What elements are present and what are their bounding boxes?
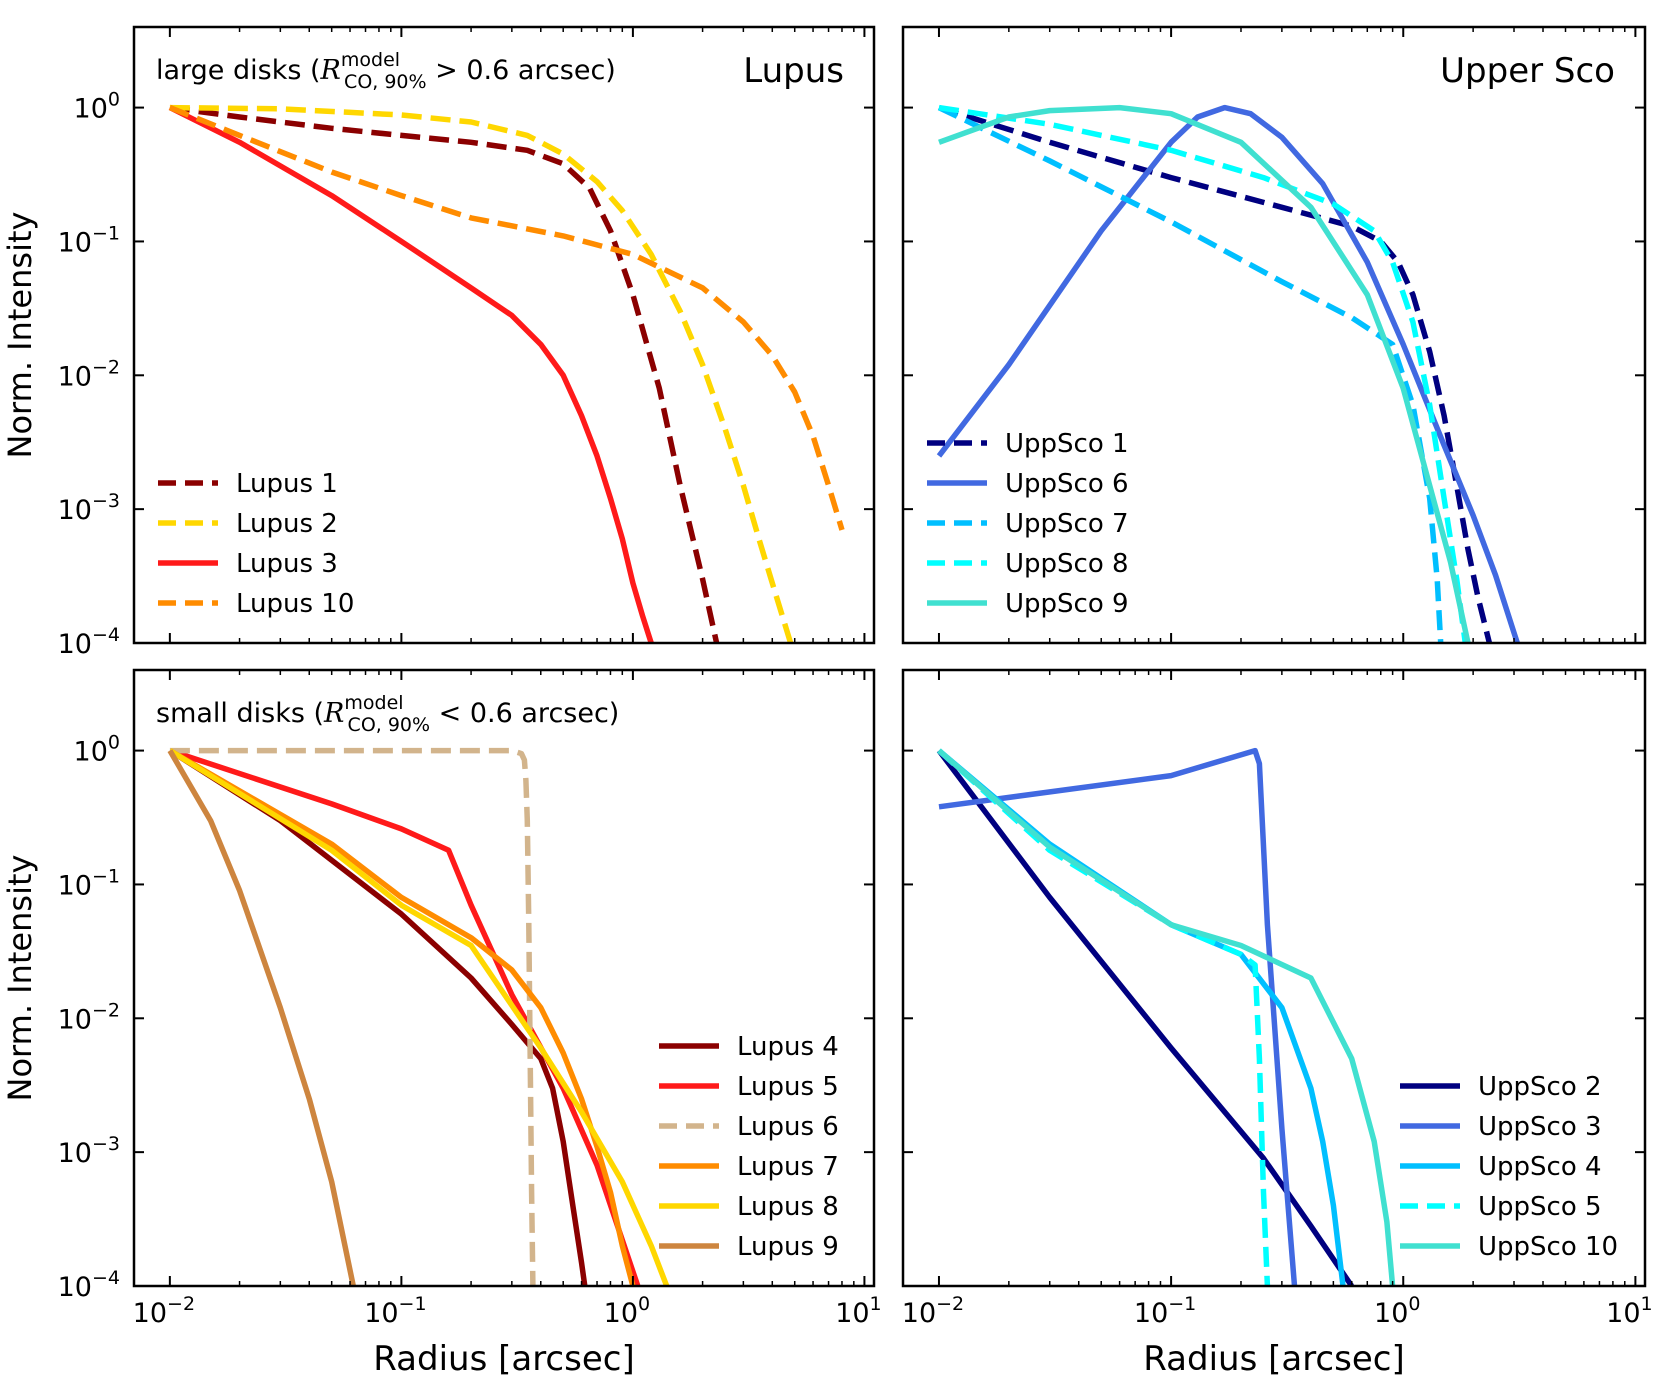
series-line-uppsco-7 [937,105,1444,643]
legend-label: Lupus 9 [737,1232,839,1262]
plot-area [168,104,845,643]
legend-label: Lupus 8 [737,1192,839,1222]
y-axis-label: Norm. Intensity [1,212,39,459]
legend-label: UppSco 5 [1478,1192,1602,1222]
legend-label: UppSco 9 [1005,589,1129,619]
plot-area [167,747,670,1286]
legend: Lupus 1 Lupus 2 Lupus 3 Lupus 10 [158,469,354,619]
series-line-lupus-5 [169,747,641,1286]
series-line-lupus-7 [168,748,636,1286]
panel-top-left: 100 10−1 10−2 10−3 10−4 Norm. Intensity Lupus l… [1,25,876,660]
legend-label: Lupus 2 [236,509,338,539]
series-line-uppsco-9 [938,104,1471,643]
legend-label: Lupus 6 [737,1112,839,1142]
x-tick-label: 10−1 [364,1293,426,1329]
y-tick-label: 10−1 [58,865,120,901]
x-tick-label: 101 [1606,1293,1652,1329]
series-line-lupus-6 [169,747,536,1286]
x-tick-label: 101 [835,1293,881,1329]
plot-frame [132,668,876,1288]
series-line-lupus-8 [168,748,670,1286]
legend-label: Lupus 7 [737,1152,839,1182]
plot-frame [901,668,1647,1288]
y-tick-label: 10−2 [58,356,120,392]
series-line-lupus-10 [168,105,845,531]
legend-label: UppSco 2 [1478,1072,1602,1102]
panel-subtitle: large disks (Rmodel CO, 90% > 0.6 arcsec) [156,49,616,93]
x-tick-label: 100 [1374,1293,1420,1329]
legend-label: UppSco 1 [1005,429,1129,459]
legend-label: UppSco 3 [1478,1112,1602,1142]
y-tick-label: 10−3 [58,1133,120,1169]
legend-label: Lupus 5 [737,1072,839,1102]
x-tick-label: 10−2 [902,1293,964,1329]
panel-subtitle: small disks (Rmodel CO, 90% < 0.6 arcsec) [156,692,619,736]
legend: UppSco 1 UppSco 6 UppSco 7 UppSco 8 UppSco 9 [927,429,1129,619]
plot-frame [132,25,876,645]
legend: UppSco 2 UppSco 3 UppSco 4 UppSco 5 UppSco 1… [1400,1072,1618,1262]
plot-area [936,747,1396,1286]
plot-frame [901,25,1647,645]
y-tick-label: 100 [74,89,120,125]
y-tick-label: 10−2 [58,999,120,1035]
x-axis-label: Radius [arcsec] [373,1339,634,1379]
panel-bottom-left: 100 10−1 10−2 10−3 10−4 Norm. Intensity 10−2 10… [1,668,882,1379]
y-tick-label: 10−4 [58,624,120,660]
series-line-lupus-3 [168,105,654,643]
y-tick-label: 10−1 [58,222,120,258]
series-line-lupus-1 [169,104,720,643]
y-tick-label: 10−4 [58,1267,120,1303]
x-tick-label: 10−2 [133,1293,195,1329]
legend-label: UppSco 7 [1005,509,1129,539]
legend: Lupus 4 Lupus 5 Lupus 6 Lupus 7 Lupus 8 Lupus… [659,1032,839,1262]
series-line-uppsco-8 [938,104,1469,643]
panel-title: Upper Sco [1440,51,1615,91]
legend-label: UppSco 10 [1478,1232,1618,1262]
panel-title: Lupus [743,51,844,91]
y-axis-label: Norm. Intensity [1,855,39,1102]
y-tick-label: 10−3 [58,490,120,526]
legend-label: UppSco 6 [1005,469,1129,499]
legend-label: Lupus 10 [236,589,354,619]
legend-label: Lupus 3 [236,549,338,579]
y-tick-label: 100 [74,732,120,768]
series-line-uppsco-2 [936,748,1354,1286]
series-line-uppsco-3 [938,747,1298,1286]
series-line-lupus-4 [168,748,588,1286]
series-line-uppsco-1 [938,104,1493,643]
x-axis-label: Radius [arcsec] [1143,1339,1404,1379]
series-line-lupus-9 [167,749,356,1286]
x-tick-label: 10−1 [1134,1293,1196,1329]
plot-area [936,104,1520,643]
series-line-uppsco-5 [937,748,1271,1286]
legend-label: Lupus 4 [737,1032,839,1062]
legend-label: UppSco 8 [1005,549,1129,579]
series-line-lupus-2 [169,104,794,643]
series-line-uppsco-10 [937,748,1396,1286]
legend-label: Lupus 1 [236,469,338,499]
legend-label: UppSco 4 [1478,1152,1602,1182]
x-tick-label: 100 [604,1293,650,1329]
